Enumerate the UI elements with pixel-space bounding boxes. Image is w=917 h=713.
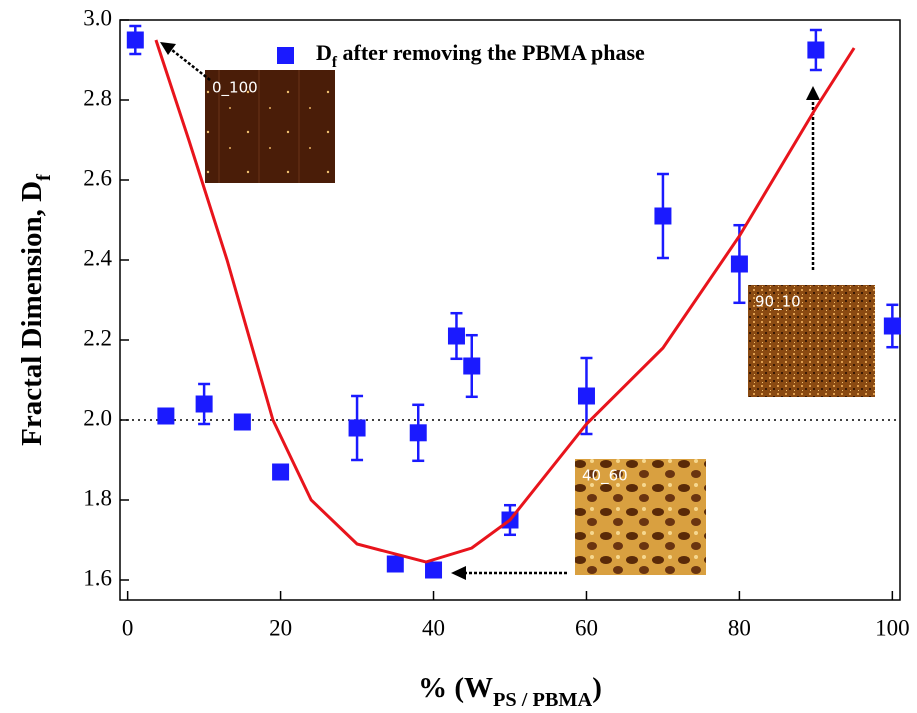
x-tick-label: 20 xyxy=(269,615,292,640)
x-tick-label: 40 xyxy=(422,615,445,640)
point xyxy=(233,413,251,431)
arrow xyxy=(171,49,211,81)
x-axis-title: % (WPS / PBMA) xyxy=(418,672,602,711)
arrows xyxy=(171,49,815,575)
inset-image xyxy=(205,70,335,183)
x-axis-title-part: PS / PBMA xyxy=(493,689,593,711)
y-axis-title: Fractal Dimension, Df xyxy=(16,174,55,446)
plot-frame xyxy=(119,19,901,601)
y-axis-title-part: Fractal Dimension, D xyxy=(16,181,48,446)
y-axis-title-part: f xyxy=(33,174,55,181)
legend-marker xyxy=(277,47,294,64)
legend-label-part: after removing the PBMA phase xyxy=(337,40,645,65)
point xyxy=(654,207,672,225)
inset-label: 90_10 xyxy=(755,293,801,312)
arrowheads xyxy=(160,42,820,580)
inset-image xyxy=(748,285,875,397)
y-tick-label: 1.8 xyxy=(83,485,112,510)
y-tick-label: 1.6 xyxy=(83,565,112,590)
point xyxy=(425,561,443,579)
point xyxy=(409,424,427,442)
point xyxy=(195,395,213,413)
point xyxy=(463,357,481,375)
inset-image xyxy=(575,459,706,575)
y-tick-label: 2.0 xyxy=(83,405,112,430)
point xyxy=(883,317,901,335)
x-tick-label: 100 xyxy=(875,615,910,640)
point xyxy=(157,407,175,425)
x-axis-title-part: % (W xyxy=(418,672,493,704)
x-tick-label: 0 xyxy=(122,615,134,640)
point xyxy=(447,327,465,345)
fit-curve xyxy=(154,39,856,564)
y-tick-label: 2.6 xyxy=(83,165,112,190)
point xyxy=(730,255,748,273)
y-tick-label: 2.4 xyxy=(83,245,112,270)
legend-label: Df after removing the PBMA phase xyxy=(316,40,645,71)
inset-label: 0_100 xyxy=(212,79,258,98)
y-tick-label: 2.2 xyxy=(83,325,112,350)
point xyxy=(348,419,366,437)
y-tick-label: 2.8 xyxy=(83,85,112,110)
arrowhead xyxy=(160,42,176,55)
x-axis-title-part: ) xyxy=(592,672,602,704)
x-tick-label: 80 xyxy=(728,615,751,640)
y-tick-label: 3.0 xyxy=(83,5,112,30)
arrowhead xyxy=(806,86,820,100)
legend-label-part: f xyxy=(332,54,338,71)
point xyxy=(577,387,595,405)
arrowhead xyxy=(451,566,466,580)
legend-label-part: D xyxy=(316,40,332,65)
point xyxy=(807,41,825,59)
insets: 0_100 40_60 90_10 xyxy=(205,70,875,575)
point xyxy=(126,31,144,49)
x-tick-label: 60 xyxy=(575,615,598,640)
point xyxy=(386,555,404,573)
point xyxy=(272,463,290,481)
inset-label: 40_60 xyxy=(582,467,628,486)
